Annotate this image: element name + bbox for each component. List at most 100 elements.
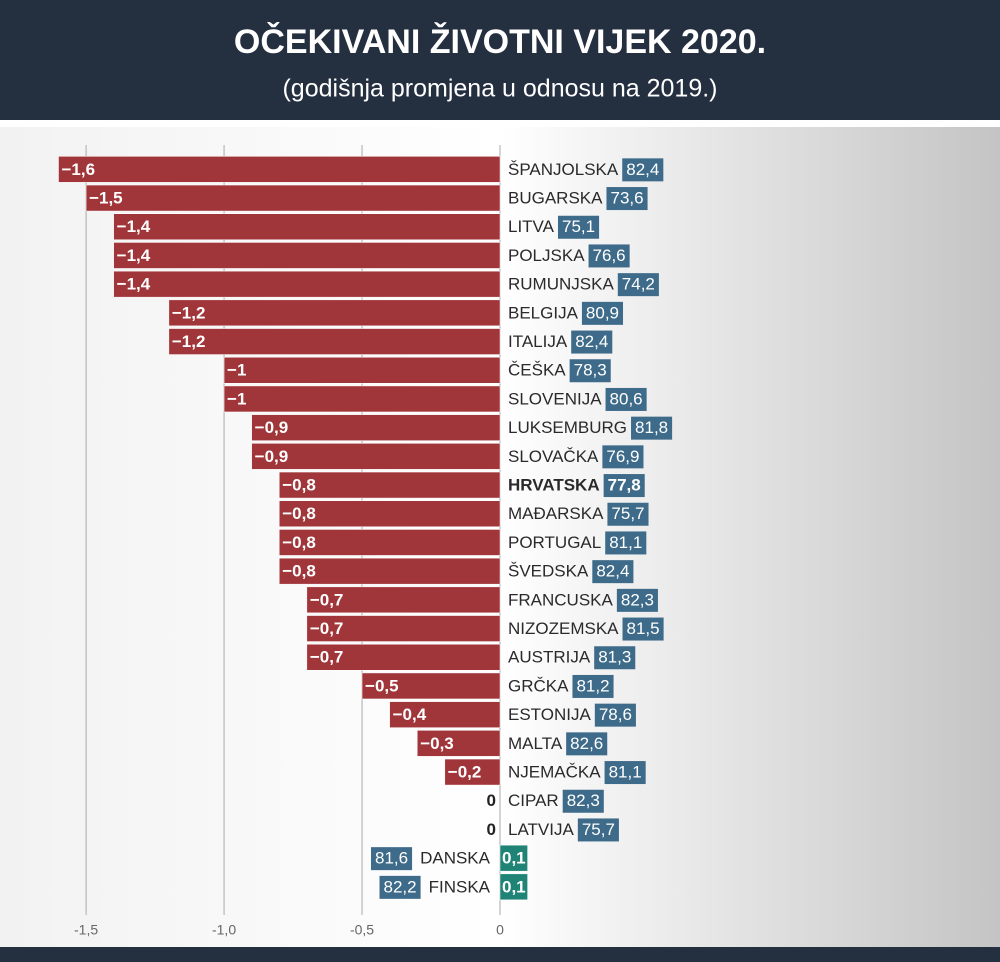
life-expectancy-label: 81,1: [609, 763, 642, 782]
life-expectancy-label: 80,9: [586, 303, 619, 322]
category-label: ŠPANJOLSKA: [508, 160, 619, 179]
bar: [113, 270, 501, 298]
category-label: NJEMAČKA: [508, 763, 601, 782]
value-label: −0,8: [282, 533, 316, 552]
life-expectancy-label: 77,8: [608, 476, 641, 495]
life-expectancy-label: 81,6: [375, 849, 408, 868]
life-expectancy-label: 82,2: [384, 877, 417, 896]
life-expectancy-label: 82,3: [567, 791, 600, 810]
life-expectancy-box: [605, 387, 647, 411]
life-expectancy-label: 75,1: [562, 217, 595, 236]
life-expectancy-box: [631, 416, 673, 440]
value-label: −1: [227, 361, 246, 380]
category-label: MALTA: [508, 734, 563, 753]
value-label: −0,8: [282, 476, 316, 495]
category-label: PORTUGAL: [508, 533, 601, 552]
category-label: ČEŠKA: [508, 361, 566, 380]
life-expectancy-label: 82,3: [621, 590, 654, 609]
category-label: BELGIJA: [508, 303, 579, 322]
life-expectancy-label: 82,4: [596, 562, 629, 581]
bar: [251, 414, 501, 441]
life-expectancy-box: [594, 646, 636, 670]
bar: [113, 242, 501, 269]
bar: [251, 443, 501, 470]
bar: [85, 184, 501, 212]
life-expectancy-box: [622, 158, 664, 182]
x-tick-label: 0: [496, 922, 504, 938]
category-label: RUMUNJSKA: [508, 275, 614, 294]
value-label: 0: [487, 820, 496, 839]
life-expectancy-label: 80,6: [610, 389, 643, 408]
category-label: NIZOZEMSKA: [508, 619, 619, 638]
value-label: −1,4: [117, 217, 151, 236]
life-expectancy-box: [616, 588, 658, 612]
value-label: −1: [227, 389, 246, 408]
bar: [499, 873, 528, 901]
bar: [278, 500, 501, 527]
value-label: 0,1: [502, 877, 526, 896]
category-label: ESTONIJA: [508, 705, 591, 724]
bar: [416, 730, 501, 757]
category-label: LATVIJA: [508, 820, 574, 839]
value-label: 0: [487, 791, 496, 810]
bar: [306, 586, 501, 614]
life-expectancy-box: [622, 617, 664, 641]
category-label: ŠVEDSKA: [508, 562, 589, 581]
bar: [278, 471, 501, 499]
value-label: 0,1: [502, 849, 526, 868]
category-label: LITVA: [508, 217, 555, 236]
x-tick-label: -1,5: [74, 922, 98, 938]
life-expectancy-label: 82,6: [570, 734, 603, 753]
chart-subtitle: (godišnja promjena u odnosu na 2019.): [282, 75, 717, 103]
life-expectancy-label: 76,9: [606, 447, 639, 466]
life-expectancy-box: [581, 301, 624, 325]
x-tick-label: -1,0: [212, 922, 236, 938]
life-expectancy-box: [562, 789, 604, 813]
life-expectancy-box: [603, 474, 645, 498]
chart-title: OČEKIVANI ŽIVOTNI VIJEK 2020.: [234, 22, 766, 61]
category-label: FINSKA: [429, 877, 491, 896]
category-label: MAĐARSKA: [508, 504, 604, 523]
life-expectancy-box: [557, 215, 600, 239]
value-label: −0,7: [310, 648, 344, 667]
category-label: AUSTRIJA: [508, 648, 591, 667]
category-label: POLJSKA: [508, 246, 585, 265]
bar: [278, 529, 501, 556]
value-label: −1,6: [61, 160, 95, 179]
bar: [223, 385, 501, 413]
life-expectancy-label: 75,7: [611, 504, 644, 523]
life-expectancy-box: [606, 187, 648, 211]
life-expectancy-label: 82,4: [575, 332, 608, 351]
life-expectancy-label: 76,6: [593, 246, 626, 265]
value-label: −1,2: [172, 332, 206, 351]
bar: [306, 644, 501, 671]
footer: [0, 947, 1000, 962]
life-expectancy-box: [572, 674, 614, 698]
life-expectancy-box: [571, 330, 613, 354]
value-label: −0,2: [448, 763, 482, 782]
life-expectancy-label: 73,6: [610, 189, 643, 208]
category-label: SLOVENIJA: [508, 389, 602, 408]
life-expectancy-label: 78,3: [574, 361, 607, 380]
value-label: −0,3: [420, 734, 454, 753]
value-label: −0,7: [310, 590, 344, 609]
life-expectancy-box: [602, 445, 644, 469]
bar: [389, 701, 501, 728]
bar: [361, 672, 501, 700]
life-expectancy-label: 81,5: [627, 619, 660, 638]
bar: [499, 844, 528, 872]
value-label: −1,2: [172, 303, 206, 322]
category-label: LUKSEMBURG: [508, 418, 627, 437]
value-label: −0,9: [255, 447, 289, 466]
category-label: GRČKA: [508, 676, 569, 695]
life-expectancy-box: [605, 531, 647, 555]
bar: [306, 615, 501, 642]
value-label: −1,4: [117, 246, 151, 265]
life-expectancy-label: 74,2: [622, 275, 655, 294]
life-expectancy-box: [607, 502, 649, 526]
life-expectancy-label: 81,2: [576, 676, 609, 695]
life-expectancy-label: 75,7: [582, 820, 615, 839]
x-tick-label: -0,5: [350, 922, 374, 938]
life-expectancy-box: [594, 703, 636, 727]
